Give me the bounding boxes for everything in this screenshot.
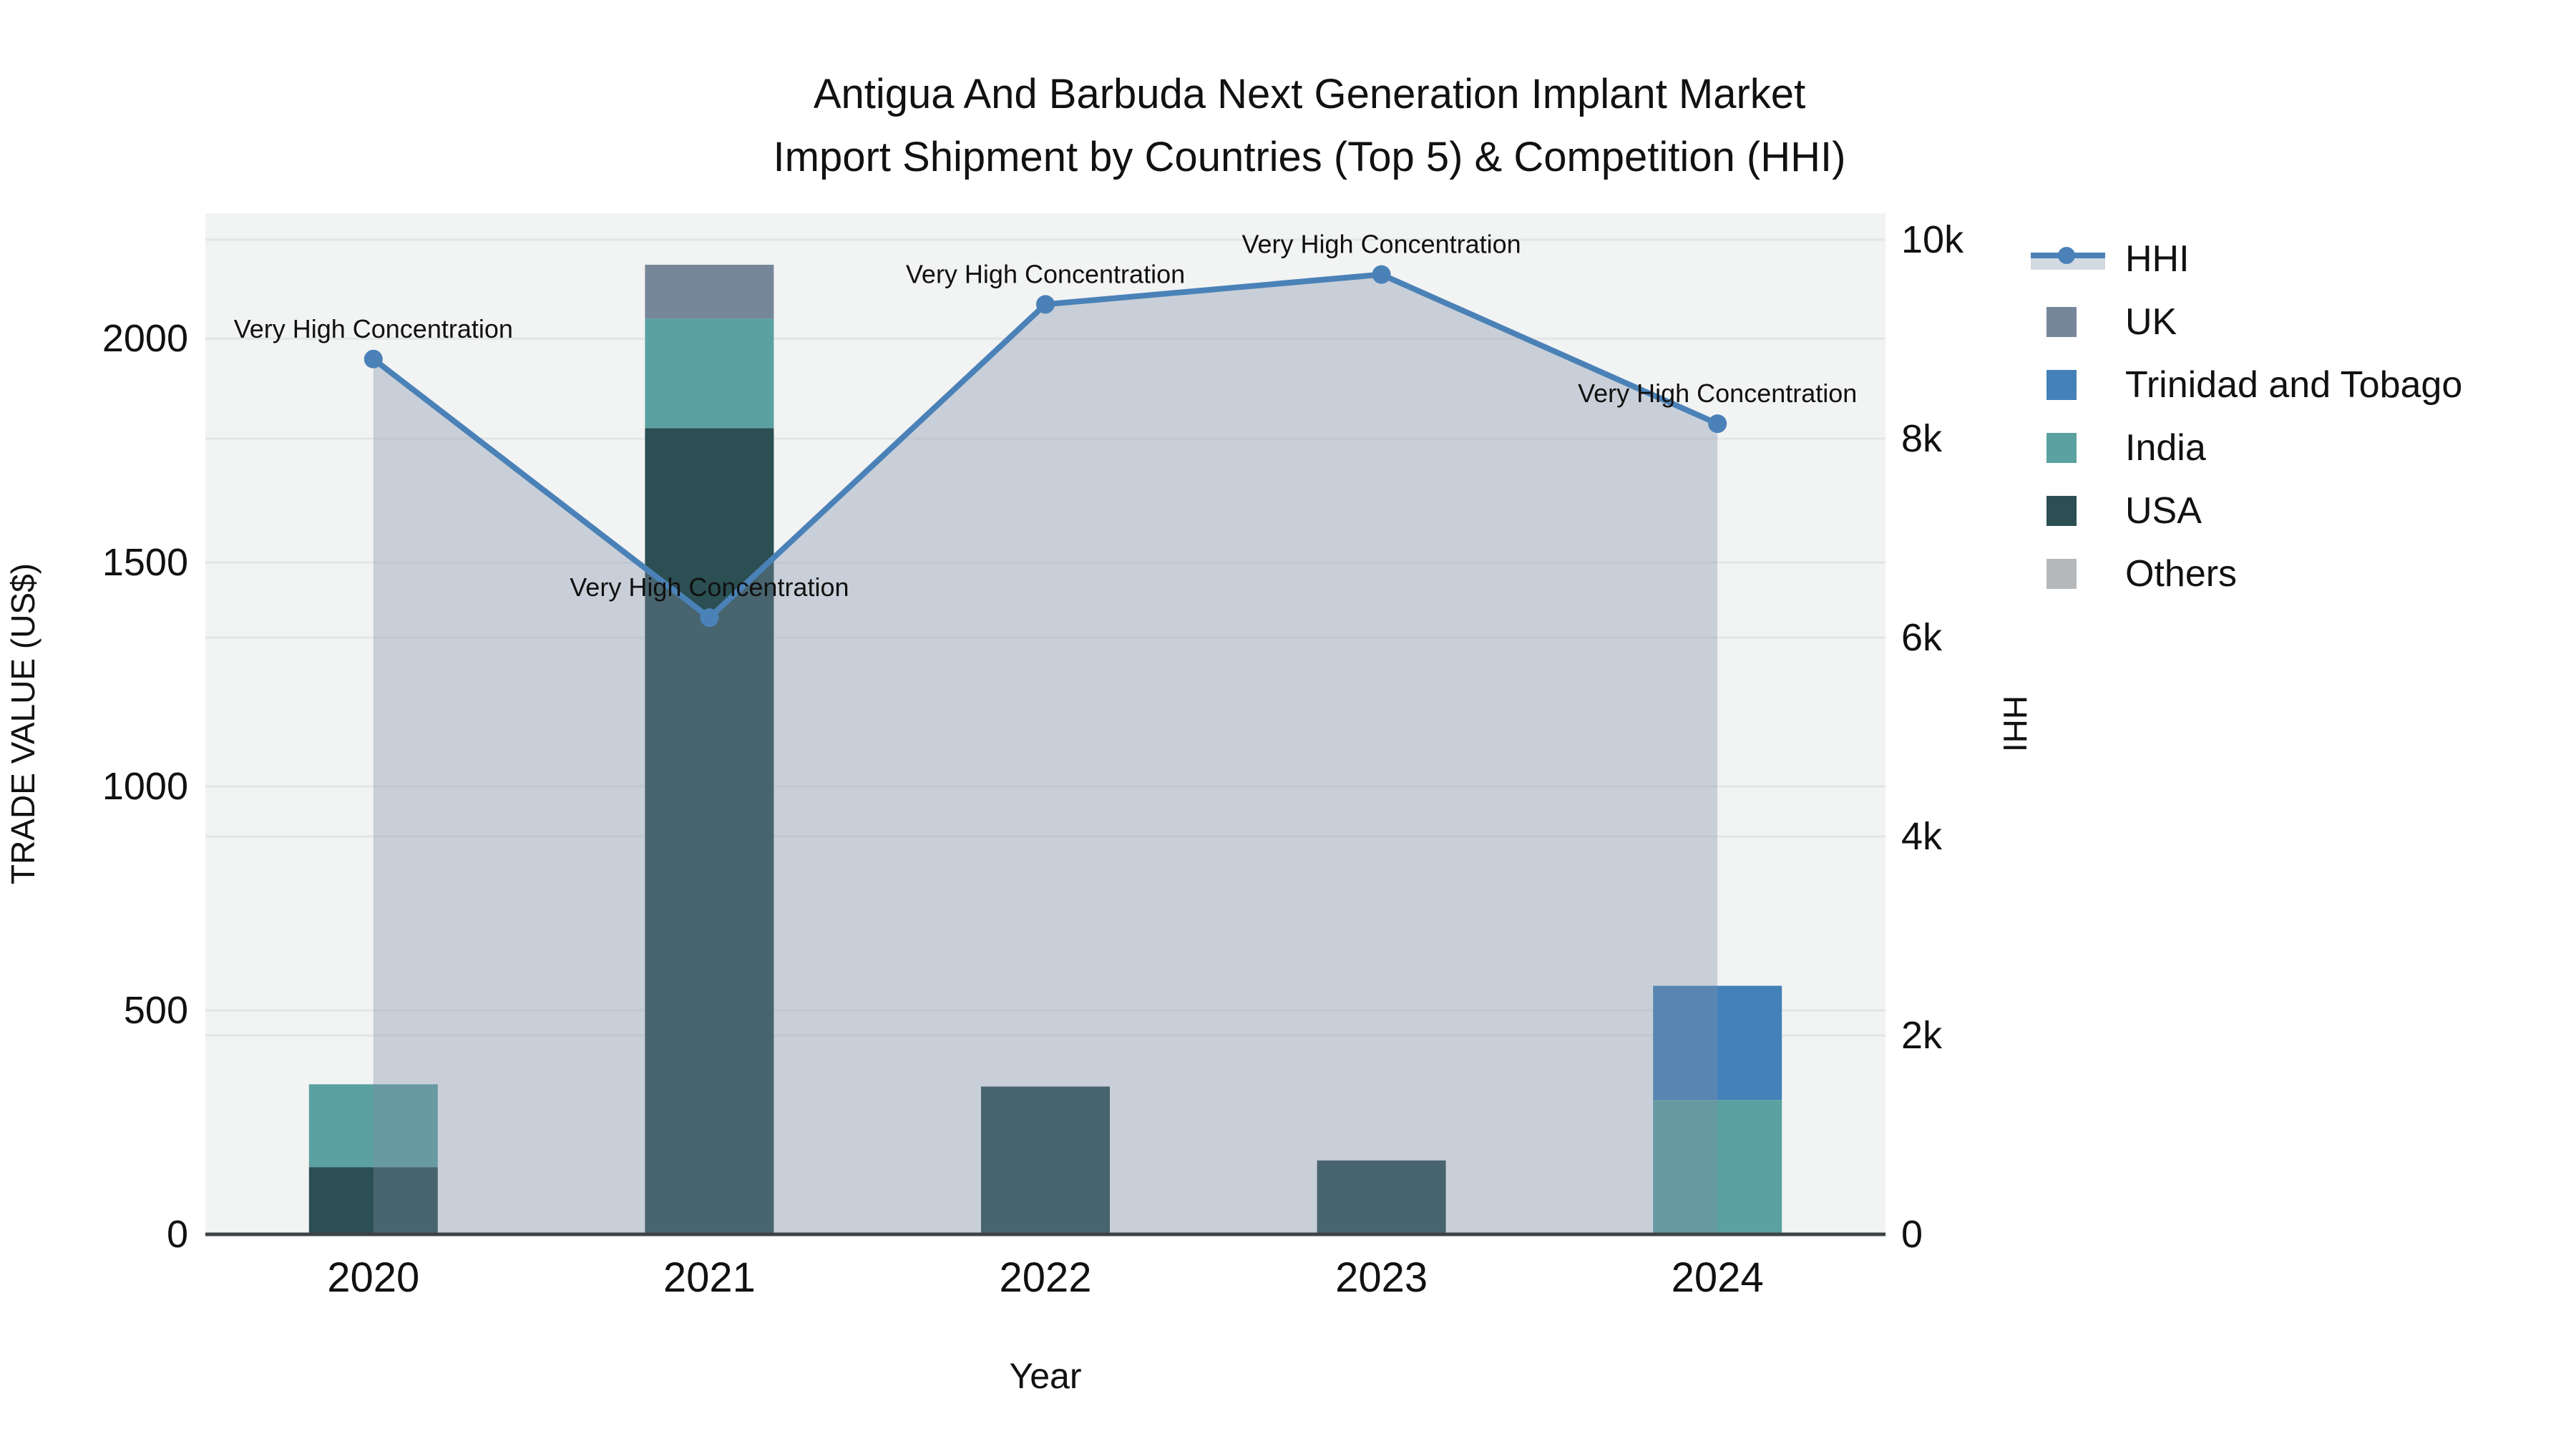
legend-item-usa[interactable]: USA bbox=[2031, 479, 2462, 542]
chart-title: Antigua And Barbuda Next Generation Impl… bbox=[429, 63, 2190, 189]
annotation-2021: Very High Concentration bbox=[570, 572, 849, 602]
bar-india-2024 bbox=[1653, 1100, 1782, 1234]
hhi-marker-2021 bbox=[700, 608, 719, 628]
bar-india-2020 bbox=[308, 1084, 438, 1168]
hhi-marker-2023 bbox=[1372, 265, 1391, 284]
right-tick-0: 0 bbox=[1901, 1213, 1923, 1256]
annotation-2020: Very High Concentration bbox=[234, 314, 513, 343]
left-tick-1000: 1000 bbox=[102, 765, 188, 808]
legend-square-swatch-icon bbox=[2031, 433, 2117, 463]
right-tick-8k: 8k bbox=[1901, 417, 1943, 460]
bar-usa-2020 bbox=[308, 1167, 438, 1234]
left-tick-1500: 1500 bbox=[102, 541, 188, 584]
bar-uk-2021 bbox=[645, 264, 774, 319]
x-axis-label: Year bbox=[1009, 1356, 1081, 1396]
annotation-2022: Very High Concentration bbox=[906, 259, 1185, 288]
plot-background bbox=[205, 213, 1885, 1234]
annotation-2024: Very High Concentration bbox=[1578, 379, 1857, 408]
hhi-marker-2024 bbox=[1708, 414, 1727, 434]
x-tick-2023: 2023 bbox=[1335, 1254, 1428, 1301]
legend-square-swatch-icon bbox=[2031, 370, 2117, 400]
left-tick-2000: 2000 bbox=[102, 317, 188, 360]
legend-label: HHI bbox=[2125, 238, 2190, 280]
legend-item-others[interactable]: Others bbox=[2031, 542, 2462, 605]
chart-title-line1: Antigua And Barbuda Next Generation Impl… bbox=[813, 71, 1806, 117]
legend-label: UK bbox=[2125, 301, 2177, 343]
chart-title-line2: Import Shipment by Countries (Top 5) & C… bbox=[773, 134, 1846, 180]
right-tick-4k: 4k bbox=[1901, 815, 1943, 858]
legend-item-trinidad-and-tobago[interactable]: Trinidad and Tobago bbox=[2031, 353, 2462, 416]
legend-square-swatch-icon bbox=[2031, 307, 2117, 337]
legend-item-uk[interactable]: UK bbox=[2031, 291, 2462, 353]
left-tick-0: 0 bbox=[167, 1213, 188, 1256]
legend-item-india[interactable]: India bbox=[2031, 416, 2462, 479]
legend-square-swatch-icon bbox=[2031, 559, 2117, 589]
legend-label: USA bbox=[2125, 490, 2202, 532]
legend-label: Others bbox=[2125, 553, 2238, 595]
left-axis-label: TRADE VALUE (US$) bbox=[4, 563, 42, 884]
bar-india-2021 bbox=[645, 318, 774, 429]
legend-label: Trinidad and Tobago bbox=[2125, 364, 2463, 406]
legend-square-swatch-icon bbox=[2031, 496, 2117, 526]
annotation-2023: Very High Concentration bbox=[1241, 230, 1521, 259]
hhi-marker-2022 bbox=[1036, 295, 1055, 314]
legend-item-hhi[interactable]: HHI bbox=[2031, 228, 2462, 291]
bar-trinidad-and-tobago-2024 bbox=[1653, 985, 1782, 1101]
bar-usa-2022 bbox=[981, 1086, 1110, 1234]
legend: HHI UK Trinidad and Tobago India USA Others bbox=[2031, 228, 2462, 605]
x-tick-2020: 2020 bbox=[327, 1254, 419, 1301]
legend-label: India bbox=[2125, 427, 2206, 469]
right-tick-2k: 2k bbox=[1901, 1014, 1943, 1057]
hhi-area bbox=[373, 274, 1718, 1235]
legend-line-swatch-icon bbox=[2031, 247, 2117, 270]
bar-usa-2023 bbox=[1317, 1160, 1446, 1234]
x-tick-2022: 2022 bbox=[999, 1254, 1091, 1301]
x-tick-2024: 2024 bbox=[1672, 1254, 1764, 1301]
hhi-marker-2020 bbox=[364, 349, 383, 369]
left-tick-500: 500 bbox=[124, 989, 188, 1032]
bar-usa-2021 bbox=[645, 428, 774, 1234]
right-axis-label: HHI bbox=[1996, 696, 2034, 752]
right-tick-10k: 10k bbox=[1901, 218, 1964, 261]
x-tick-2021: 2021 bbox=[663, 1254, 756, 1301]
right-tick-6k: 6k bbox=[1901, 616, 1943, 659]
